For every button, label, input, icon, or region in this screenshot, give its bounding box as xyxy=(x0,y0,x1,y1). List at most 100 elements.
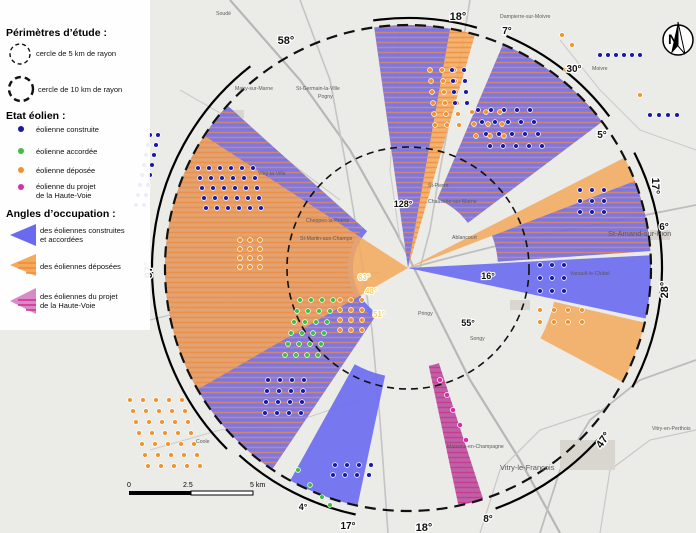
turbine-filed xyxy=(143,408,149,414)
legend-circle-5km: cercle de 5 km de rayon xyxy=(36,49,117,58)
turbine-filed xyxy=(257,246,263,252)
turbine-filed xyxy=(485,121,491,127)
legend-title-angles: Angles d’occupation : xyxy=(6,208,116,220)
turbine-built xyxy=(509,131,515,137)
turbine-built xyxy=(258,205,264,211)
turbine-built xyxy=(250,165,256,171)
turbine-filed xyxy=(432,122,438,128)
turbine-built xyxy=(462,78,468,84)
angle-label: 58° xyxy=(278,35,295,47)
sector-east-16-built xyxy=(408,255,651,319)
turbine-filed xyxy=(146,419,152,425)
turbine-built xyxy=(613,52,619,58)
turbine-filed xyxy=(175,430,181,436)
turbine-built xyxy=(368,462,374,468)
turbine-built xyxy=(221,185,227,191)
turbine-filed xyxy=(194,452,200,458)
turbine-built xyxy=(561,275,567,281)
legend: Périmètres d’étude : cercle de 5 km de r… xyxy=(0,0,150,330)
angle-label: 63° xyxy=(358,273,370,282)
turbine-built xyxy=(461,67,467,73)
hatch-zone-2 xyxy=(437,44,603,223)
turbine-granted xyxy=(285,341,291,347)
turbine-built xyxy=(201,195,207,201)
turbine-built xyxy=(342,472,348,478)
turbine-filed xyxy=(471,121,477,127)
turbine-built xyxy=(479,119,485,125)
turbine-granted xyxy=(295,467,301,473)
turbine-filed xyxy=(179,397,185,403)
turbine-project xyxy=(437,377,443,383)
turbine-filed xyxy=(565,307,571,313)
turbine-built xyxy=(488,107,494,113)
turbine-built xyxy=(505,119,511,125)
turbine-project xyxy=(450,407,456,413)
turbine-built xyxy=(577,209,583,215)
place-label: Vitry-en-Perthois xyxy=(652,426,691,432)
turbine-filed xyxy=(155,452,161,458)
turbine-granted xyxy=(319,297,325,303)
turbine-filed xyxy=(579,319,585,325)
turbine-built xyxy=(286,410,292,416)
turbine-filed xyxy=(428,78,434,84)
turbine-filed xyxy=(184,463,190,469)
angle-label: 28° xyxy=(659,282,671,299)
turbine-granted xyxy=(318,341,324,347)
turbine-filed xyxy=(162,430,168,436)
circle-5km-symbol xyxy=(9,43,31,65)
turbine-filed xyxy=(563,67,569,73)
turbine-filed xyxy=(172,419,178,425)
turbine-granted xyxy=(327,308,333,314)
legend-sector-filed: des éoliennes déposées xyxy=(40,262,121,271)
turbine-built xyxy=(531,119,537,125)
turbine-built xyxy=(475,107,481,113)
turbine-granted xyxy=(297,297,303,303)
turbine-built xyxy=(239,165,245,171)
turbine-built xyxy=(210,185,216,191)
turbine-built xyxy=(549,262,555,268)
place-label: St-Amand-sur-Fion xyxy=(608,229,671,238)
turbine-built xyxy=(299,399,305,405)
turbine-built xyxy=(354,472,360,478)
turbine-filed xyxy=(171,463,177,469)
turbine-filed xyxy=(456,122,462,128)
angle-label: 18° xyxy=(450,11,467,23)
legend-sector-project-line1: des éoliennes du projet xyxy=(40,292,118,301)
turbine-built xyxy=(577,198,583,204)
turbine-granted xyxy=(305,308,311,314)
turbine-built xyxy=(195,165,201,171)
turbine-built xyxy=(487,143,493,149)
project-turbine-symbol xyxy=(18,184,24,190)
turbine-built xyxy=(277,377,283,383)
angle-label: 4° xyxy=(299,502,308,512)
turbine-filed xyxy=(537,307,543,313)
place-label: Coole xyxy=(196,439,210,445)
turbine-built xyxy=(232,185,238,191)
place-label: Songy xyxy=(470,336,485,342)
turbine-built xyxy=(527,107,533,113)
road-6 xyxy=(479,409,601,533)
turbine-built xyxy=(223,195,229,201)
angle-label: 5° xyxy=(597,130,607,141)
angle-label: 6° xyxy=(659,222,669,233)
turbine-built xyxy=(298,410,304,416)
north-arrow: N xyxy=(662,21,694,56)
scale-label-2-5: 2.5 xyxy=(183,482,193,489)
turbine-filed xyxy=(439,67,445,73)
turbine-built xyxy=(332,462,338,468)
turbine-built xyxy=(463,89,469,95)
turbine-built xyxy=(241,175,247,181)
turbine-granted xyxy=(304,352,310,358)
turbine-built xyxy=(589,187,595,193)
turbine-project xyxy=(444,392,450,398)
turbine-built xyxy=(518,119,524,125)
turbine-granted xyxy=(319,494,325,500)
hatch-zone-3 xyxy=(492,180,651,262)
angle-arc-3 xyxy=(495,431,605,510)
turbine-project xyxy=(463,437,469,443)
turbine-filed xyxy=(337,317,343,323)
angle-labels: 18°7°30°5°17°6°28°47°8°18°17°4°97°58°128… xyxy=(142,10,673,533)
turbine-filed xyxy=(257,237,263,243)
turbine-granted xyxy=(316,308,322,314)
